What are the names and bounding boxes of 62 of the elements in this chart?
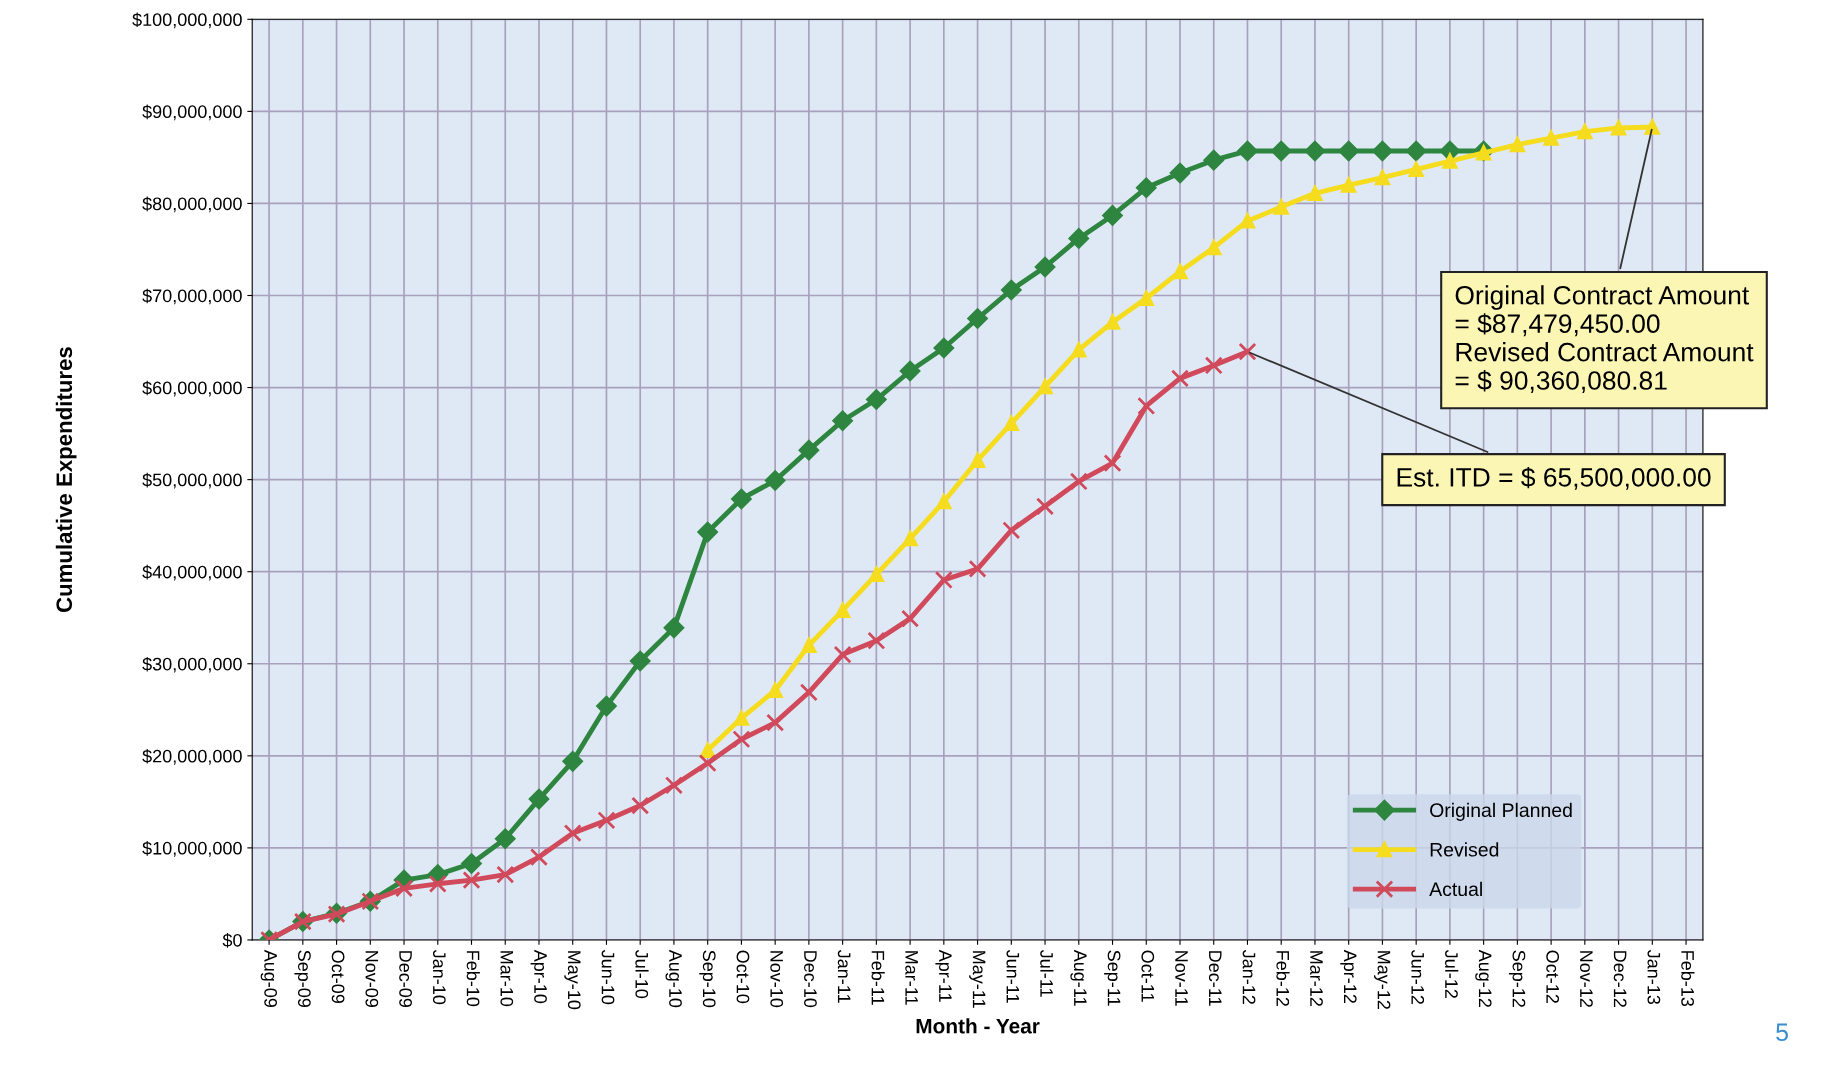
x-tick-label: Oct-11 xyxy=(1141,950,1155,1002)
legend-label: Revised xyxy=(1430,842,1499,857)
y-tick-label: $70,000,000 xyxy=(142,288,242,305)
x-tick-label: Dec-09 xyxy=(399,951,412,1008)
x-tick-label: Apr-10 xyxy=(530,949,547,1004)
x-axis-title: Month - Year xyxy=(916,1018,1040,1034)
x-tick-label: Aug-10 xyxy=(665,949,682,1008)
y-tick-label: $60,000,000 xyxy=(142,380,242,397)
x-tick-label: Feb-13 xyxy=(1681,951,1695,1007)
x-tick-label: Nov-12 xyxy=(1580,951,1593,1007)
x-tick-label: Aug-12 xyxy=(1475,949,1492,1007)
x-tick-label: Jul-10 xyxy=(635,949,649,999)
x-tick-label: May-10 xyxy=(564,951,581,1010)
x-tick-label: Aug-11 xyxy=(1070,949,1087,1006)
y-tick-label: $90,000,000 xyxy=(142,104,242,121)
y-tick-label: $10,000,000 xyxy=(142,841,242,857)
x-tick-label: Oct-10 xyxy=(736,950,750,1004)
x-tick-label: Feb-11 xyxy=(871,951,885,1005)
x-tick-label: Feb-10 xyxy=(466,951,480,1007)
x-tick-label: Sep-09 xyxy=(294,950,311,1008)
y-tick-label: $100,000,000 xyxy=(132,12,242,29)
x-tick-label: Apr-11 xyxy=(935,949,952,1002)
y-tick-label: $50,000,000 xyxy=(142,472,242,489)
x-tick-label: Mar-10 xyxy=(500,951,514,1007)
x-tick-label: Sep-11 xyxy=(1104,950,1121,1006)
y-tick-label: $80,000,000 xyxy=(142,196,242,213)
text: 5 xyxy=(1776,1023,1788,1042)
x-tick-label: Jun-10 xyxy=(601,949,615,1005)
y-tick-label: $40,000,000 xyxy=(142,564,242,581)
x-tick-label: Jun-11 xyxy=(1006,949,1020,1003)
x-tick-label: Jan-11 xyxy=(837,949,851,1003)
y-tick-label: $20,000,000 xyxy=(142,749,242,765)
annotation: Original Contract Amount = $87,479,450.00 Revised Contract Amount = $ 90,360,080.81 xyxy=(1455,285,1754,393)
x-tick-label: Oct-12 xyxy=(1546,950,1560,1003)
x-tick-label: Mar-11 xyxy=(905,951,918,1005)
x-tick-label: Nov-09 xyxy=(365,951,379,1008)
y-tick-label: $30,000,000 xyxy=(142,656,242,673)
y-axis-title: Cumulative Expenditures xyxy=(55,347,77,613)
x-tick-label: Jun-12 xyxy=(1411,949,1425,1004)
y-tick-label: $0 xyxy=(222,933,242,948)
x-tick-label: Apr-12 xyxy=(1340,949,1357,1003)
x-tick-label: Aug-09 xyxy=(260,949,278,1008)
x-tick-label: Jul-12 xyxy=(1445,949,1459,998)
x-tick-label: Feb-12 xyxy=(1276,951,1290,1006)
x-tick-label: Jan-13 xyxy=(1647,949,1661,1005)
x-tick-label: Jan-10 xyxy=(432,949,446,1005)
x-tick-label: Sep-12 xyxy=(1508,950,1526,1007)
x-tick-label: Jan-12 xyxy=(1242,949,1256,1004)
x-tick-label: May-11 xyxy=(969,951,986,1008)
legend-label: Actual xyxy=(1429,881,1482,897)
x-tick-label: Mar-12 xyxy=(1310,951,1323,1006)
x-tick-label: Jul-11 xyxy=(1040,949,1054,997)
x-tick-label: Dec-11 xyxy=(1208,951,1222,1006)
x-tick-label: Nov-10 xyxy=(770,951,784,1008)
x-tick-label: Sep-10 xyxy=(699,950,716,1008)
x-tick-label: Dec-12 xyxy=(1613,951,1627,1007)
x-tick-label: Oct-09 xyxy=(331,950,345,1003)
x-tick-label: Dec-10 xyxy=(804,951,817,1008)
x-tick-label: May-12 xyxy=(1374,951,1391,1009)
legend-label: Original Planned xyxy=(1430,802,1572,821)
x-tick-label: Nov-11 xyxy=(1175,951,1188,1006)
annotation: Est. ITD = $ 65,500,000.00 xyxy=(1397,466,1711,490)
